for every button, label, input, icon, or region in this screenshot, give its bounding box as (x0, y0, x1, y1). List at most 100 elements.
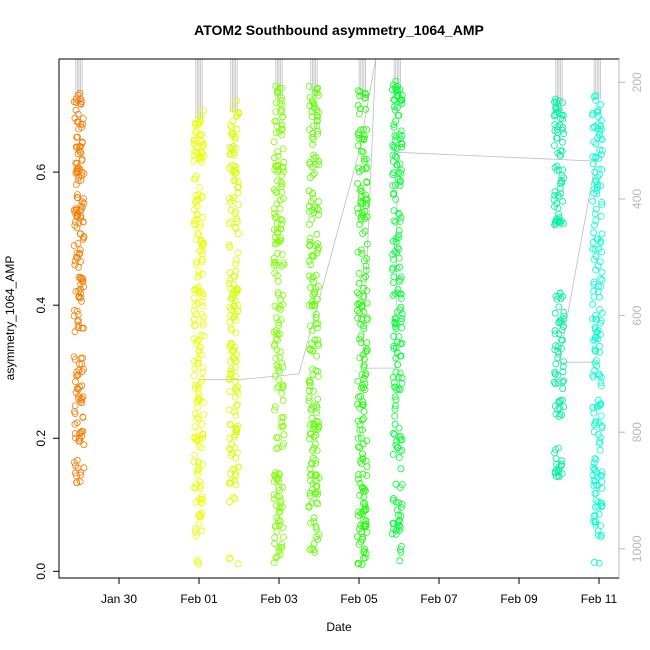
data-point (73, 479, 80, 487)
data-point (313, 352, 321, 360)
data-point (310, 122, 318, 130)
data-point (234, 383, 242, 391)
data-point (312, 460, 320, 467)
data-point (596, 348, 604, 356)
data-point (355, 269, 363, 277)
data-point (308, 486, 316, 494)
data-point (552, 292, 560, 300)
data-point (274, 289, 282, 296)
data-point (75, 125, 82, 133)
data-point (396, 369, 404, 377)
data-point (553, 200, 561, 207)
data-point (226, 420, 234, 428)
data-point (362, 262, 370, 270)
data-point (392, 235, 400, 243)
data-point (362, 273, 370, 281)
data-point (591, 503, 599, 511)
data-point (362, 505, 370, 513)
data-point (590, 278, 598, 286)
data-point (359, 426, 366, 434)
data-point (197, 155, 205, 163)
data-point (76, 246, 84, 254)
data-point (191, 140, 199, 148)
data-point (306, 234, 314, 242)
data-point (196, 110, 204, 118)
data-point (395, 385, 403, 393)
data-point (305, 377, 313, 384)
data-point (314, 395, 322, 403)
data-point (596, 275, 604, 283)
data-point (195, 348, 203, 356)
data-point (594, 335, 602, 343)
data-point (359, 533, 367, 541)
data-point (193, 337, 201, 345)
data-point (274, 161, 282, 169)
data-point (310, 444, 318, 452)
data-point (560, 403, 568, 411)
data-point (355, 291, 363, 299)
data-point (199, 369, 207, 377)
data-point (278, 220, 285, 228)
data-point (396, 557, 404, 565)
data-point (360, 135, 368, 143)
data-point (354, 87, 362, 94)
data-point (363, 255, 371, 262)
data-point (273, 528, 281, 535)
series-group (70, 89, 88, 487)
data-point (194, 230, 202, 237)
data-point (232, 256, 240, 264)
data-point (276, 507, 284, 515)
data-point (354, 205, 362, 212)
data-point (363, 178, 371, 186)
data-point (559, 197, 567, 205)
data-point (233, 112, 241, 119)
data-point (305, 187, 313, 195)
data-point (195, 560, 203, 568)
data-point (76, 434, 83, 442)
data-point (395, 227, 403, 234)
data-point (200, 332, 208, 340)
data-point (71, 420, 79, 428)
data-point (79, 218, 87, 226)
data-point (77, 206, 85, 213)
data-point (550, 112, 558, 120)
data-point (229, 194, 237, 202)
data-point (389, 279, 397, 287)
data-point (193, 414, 201, 422)
data-point (234, 184, 242, 192)
data-point (192, 381, 200, 389)
data-point (589, 238, 597, 246)
data-point (550, 142, 558, 149)
data-point (234, 307, 242, 315)
data-point (313, 85, 321, 93)
data-point (228, 365, 235, 373)
data-point (193, 557, 201, 564)
data-point (551, 346, 559, 354)
data-point (278, 84, 286, 92)
data-point (198, 241, 206, 249)
data-point (360, 493, 368, 501)
data-point (200, 239, 208, 247)
data-point (305, 202, 313, 210)
data-point (313, 402, 320, 409)
data-point (360, 292, 368, 300)
data-point (78, 198, 86, 206)
data-point (362, 517, 370, 525)
series-group (190, 107, 208, 568)
data-point (76, 437, 84, 445)
data-point (559, 336, 566, 344)
data-point (310, 423, 318, 431)
data-point (355, 560, 363, 568)
data-point (594, 503, 602, 511)
data-point (356, 404, 364, 412)
data-point (597, 135, 605, 143)
data-point (197, 116, 205, 123)
x-tick-label: Feb 07 (420, 592, 458, 606)
data-point (75, 321, 83, 329)
data-point (230, 433, 238, 441)
data-point (79, 354, 86, 362)
data-point (398, 91, 406, 99)
data-point (394, 286, 402, 293)
data-point (363, 437, 371, 445)
